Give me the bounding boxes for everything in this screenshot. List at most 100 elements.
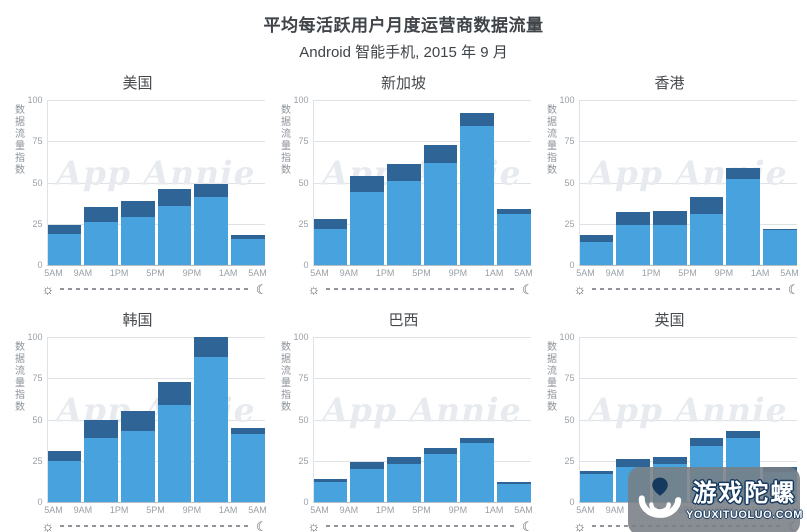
x-tick-label: 9PM [714, 268, 734, 278]
y-tick-label: 25 [564, 455, 575, 466]
bar-segment-light [350, 469, 384, 502]
bar-segment-dark [194, 337, 228, 357]
bar [84, 100, 118, 265]
bar-segment-dark [84, 207, 118, 223]
day-night-dashed-line [326, 525, 516, 527]
x-tick-label: 5AM [44, 268, 63, 278]
chart-panel-singapore: 新加坡 数据流量指数 100 75 50 25 0 App Annie 5AM 9AM 1P… [277, 72, 534, 297]
chart-title: 巴西 [388, 312, 419, 329]
bar-segment-dark [120, 200, 155, 218]
bar-segment-dark [350, 462, 384, 469]
bar-segment-light [579, 241, 614, 265]
bar [689, 100, 724, 265]
bar [157, 100, 192, 265]
x-tick-label: 5AM [310, 268, 329, 278]
gridline [313, 419, 531, 421]
plot-area: App Annie [312, 100, 531, 266]
y-tick-label: 0 [303, 260, 309, 270]
bar-segment-light [726, 179, 760, 265]
y-tick-label: 75 [298, 373, 309, 384]
gridline [47, 419, 265, 421]
bar-segment-light [652, 225, 687, 265]
y-tick-label: 0 [569, 497, 575, 507]
bar-segment-light [194, 197, 228, 265]
page-header: 平均每活跃用户月度运营商数据流量 Android 智能手机, 2015 年 9 … [0, 11, 807, 62]
bar-segment-light [460, 126, 494, 265]
x-tick-label: 5AM [248, 505, 267, 515]
bar-segment-dark [726, 167, 760, 180]
y-tick-label: 75 [32, 136, 43, 147]
gridline [47, 223, 265, 225]
bar [313, 337, 348, 502]
y-tick-label: 50 [298, 177, 309, 188]
chart-title: 韩国 [122, 312, 153, 329]
x-tick-label: 5PM [678, 268, 697, 278]
x-tick-label: 9AM [605, 268, 625, 278]
y-axis-label: 数据流量指数 [278, 104, 290, 176]
bar-segment-dark [230, 235, 265, 239]
bar-segment-dark [689, 197, 724, 214]
y-axis-ticks: 100 75 50 25 0 [25, 95, 47, 270]
bar [496, 337, 531, 502]
chart-panel-korea: 韩国 数据流量指数 100 75 50 25 0 App Annie 5AM 9AM 1PM… [11, 309, 268, 532]
y-axis-ticks: 100 75 50 25 0 [25, 332, 47, 507]
plot-area: App Annie [46, 337, 265, 503]
x-tick-label: 5PM [412, 505, 431, 515]
bar-segment-dark [157, 381, 192, 405]
day-night-axis: ☼ ☾ [308, 518, 534, 532]
y-axis-label: 数据流量指数 [544, 104, 556, 176]
y-axis-ticks: 100 75 50 25 0 [557, 95, 579, 270]
bar-segment-dark [350, 175, 384, 193]
y-tick-label: 75 [564, 373, 575, 384]
bar-segment-dark [762, 228, 797, 231]
logo-title: 游戏陀螺 [692, 479, 797, 507]
x-tick-label: 1PM [375, 505, 395, 515]
gridline [47, 378, 265, 380]
bar-segment-light [157, 404, 192, 502]
y-tick-label: 25 [32, 218, 43, 229]
bar-segment-dark [652, 210, 687, 226]
bar [157, 337, 192, 502]
bar-segment-dark [579, 470, 614, 474]
y-tick-label: 0 [569, 260, 575, 270]
gridline [579, 378, 797, 380]
bar [194, 100, 228, 265]
x-tick-label: 9AM [73, 268, 93, 278]
x-tick-label: 9PM [182, 505, 202, 515]
bar [460, 100, 494, 265]
x-tick-label: 5AM [514, 505, 533, 515]
bar-segment-light [120, 431, 155, 502]
y-tick-label: 0 [37, 260, 43, 270]
gridline [313, 378, 531, 380]
gridline [579, 419, 797, 421]
day-night-axis: ☼ ☾ [308, 281, 534, 297]
y-tick-label: 25 [298, 455, 309, 466]
bar [460, 337, 494, 502]
day-night-axis: ☼ ☾ [42, 518, 268, 532]
bar-segment-dark [460, 113, 494, 127]
bar-segment-dark [157, 189, 192, 206]
plot-area: App Annie [46, 100, 265, 266]
bar-segment-light [496, 213, 531, 265]
gridline [579, 141, 797, 143]
y-axis-label: 数据流量指数 [12, 104, 24, 176]
y-axis-ticks: 100 75 50 25 0 [291, 95, 313, 270]
bar [313, 100, 348, 265]
x-tick-label: 5AM [514, 268, 533, 278]
x-tick-label: 1AM [218, 268, 238, 278]
bar-segment-light [194, 356, 228, 502]
y-tick-label: 100 [27, 332, 43, 342]
gridline [313, 337, 531, 338]
bar [579, 337, 614, 502]
bar [84, 337, 118, 502]
gridline [47, 460, 265, 462]
bars-group [579, 100, 797, 265]
sun-icon: ☼ [41, 518, 55, 532]
spinning-top-icon [638, 477, 682, 518]
y-axis-label: 数据流量指数 [12, 341, 24, 413]
sun-icon: ☼ [41, 281, 55, 297]
bars-group [313, 337, 531, 502]
day-night-dashed-line [60, 288, 250, 290]
moon-icon: ☾ [255, 281, 268, 297]
bar-segment-dark [47, 450, 82, 461]
